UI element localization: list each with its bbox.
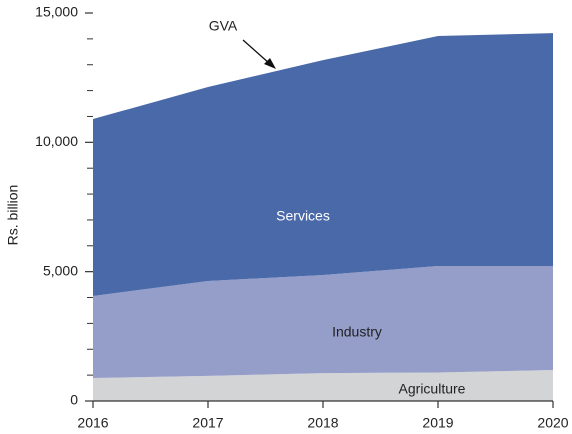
area (93, 265, 553, 378)
area (93, 369, 553, 401)
area (93, 33, 553, 296)
x-tick-label: 2019 (422, 415, 453, 431)
arrow-head (264, 58, 276, 69)
series-label: Agriculture (399, 381, 466, 397)
annotation-arrow (242, 39, 271, 65)
x-tick-label: 2017 (192, 415, 223, 431)
series-label: Services (276, 208, 330, 224)
x-tick-label: 2016 (77, 415, 108, 431)
x-tick-label: 2020 (537, 415, 568, 431)
y-axis-label: Rs. billion (5, 185, 21, 246)
y-tick-label: 10,000 (35, 133, 78, 149)
series-label: Industry (332, 324, 382, 340)
y-tick-label: 5,000 (43, 262, 78, 278)
annotation: GVA (209, 18, 238, 34)
y-tick-label: 0 (70, 392, 78, 408)
x-tick-label: 2018 (307, 415, 338, 431)
y-tick-label: 15,000 (35, 4, 78, 20)
